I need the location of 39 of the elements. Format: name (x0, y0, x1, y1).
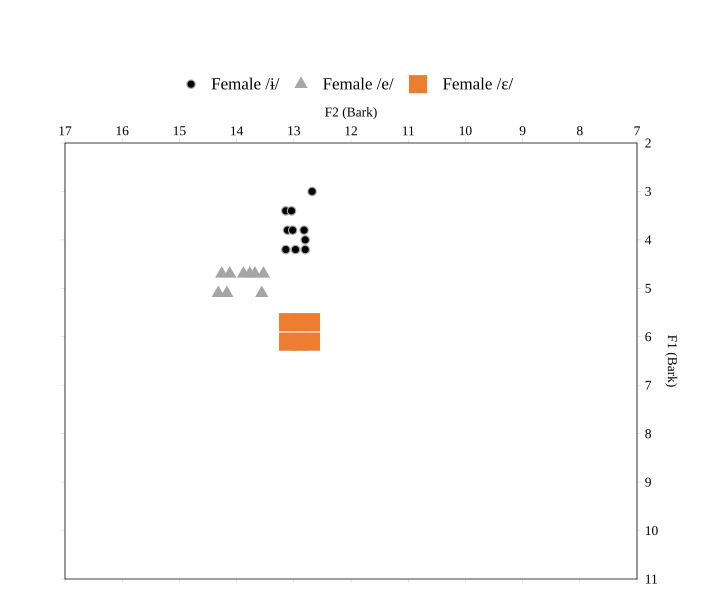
point (302, 313, 320, 332)
y-tick-label: 8 (645, 429, 651, 438)
point (224, 266, 236, 278)
point (302, 332, 320, 351)
x-axis-title: F2 (Bark) (325, 107, 377, 120)
x-tick-label: 12 (345, 126, 357, 136)
legend-label: Female /e/ (323, 78, 394, 90)
x-tick-label: 8 (576, 126, 583, 136)
point (288, 225, 298, 235)
x-tick-label: 14 (231, 126, 244, 136)
legend-label: Female /ɛ/ (443, 78, 514, 90)
y-tick-label: 6 (645, 332, 652, 342)
y-tick-label: 11 (646, 574, 657, 584)
x-tick-label: 17 (59, 126, 72, 136)
point (290, 244, 300, 254)
x-tick-label: 11 (402, 126, 414, 136)
point (307, 186, 317, 196)
point (256, 286, 268, 298)
point (299, 225, 309, 235)
point (300, 235, 310, 245)
y-tick-label: 4 (645, 235, 652, 244)
y-tick-label: 9 (645, 478, 651, 487)
x-tick-label: 16 (116, 126, 129, 136)
x-tick-label: 15 (174, 126, 186, 136)
y-tick-label: 7 (646, 380, 652, 390)
x-tick-label: 7 (634, 126, 640, 136)
point (286, 206, 296, 216)
point (257, 266, 270, 278)
point (281, 244, 291, 254)
y-tick-label: 5 (646, 284, 651, 293)
x-tick-label: 10 (460, 126, 472, 136)
y-tick-label: 10 (646, 526, 658, 536)
y-tick-label: 3 (645, 186, 651, 196)
y-axis-title: F1 (Bark) (665, 335, 678, 387)
x-tick-label: 9 (520, 126, 526, 136)
y-tick-label: 2 (645, 138, 651, 148)
x-tick-label: 13 (288, 126, 300, 136)
point (300, 244, 310, 254)
legend-label: Female /ɨ/ (212, 78, 280, 90)
